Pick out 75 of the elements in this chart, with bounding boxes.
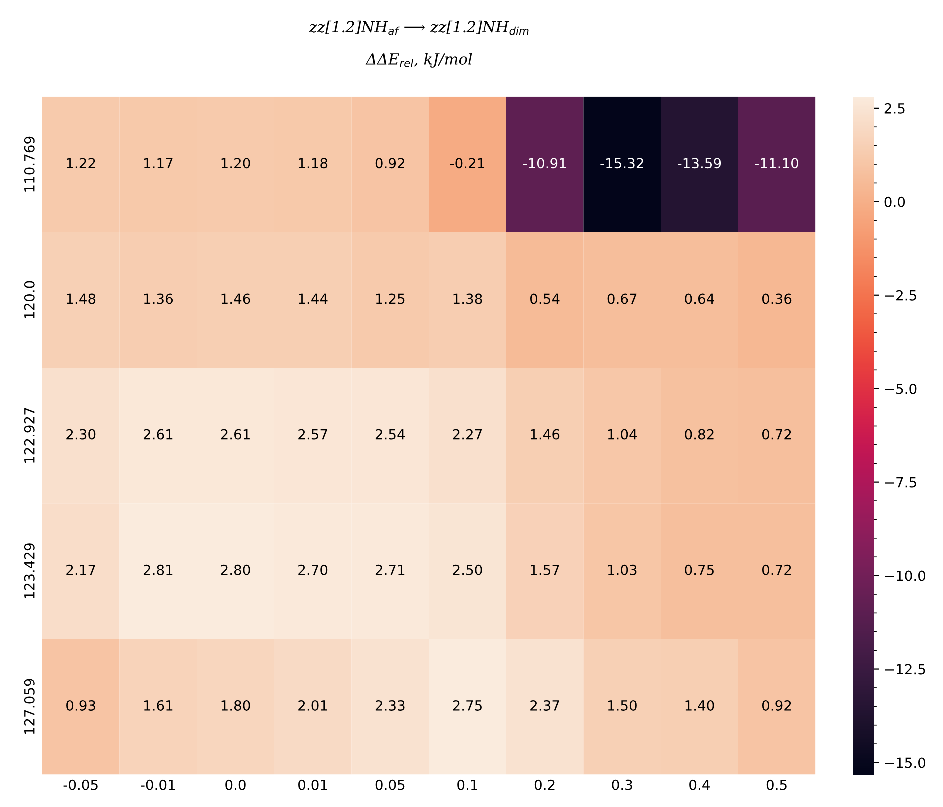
data-label: 1.18 <box>299 158 328 169</box>
chart-subtitle: ΔΔE$_{rel}$, kJ/mol <box>366 53 472 68</box>
data-label: 2.37 <box>530 700 560 711</box>
data-label: 1.36 <box>144 294 174 304</box>
data-label: 0.67 <box>608 294 637 304</box>
data-label: 2.57 <box>298 429 328 440</box>
data-label: 0.36 <box>762 294 792 304</box>
data-label: 1.03 <box>608 564 637 576</box>
y-tick-label: 127.059 <box>24 679 35 734</box>
data-label: 0.92 <box>376 158 404 169</box>
data-label: -10.91 <box>523 158 566 169</box>
data-label: 1.57 <box>531 565 560 576</box>
data-label: 0.72 <box>762 429 792 440</box>
data-label: 1.38 <box>454 294 482 304</box>
x-tick-label: 0.4 <box>690 780 710 790</box>
chart-title: zz[1.2]NH$_{af}$ ⟶ zz[1.2]NH$_{dim}$ <box>309 20 529 36</box>
data-label: 0.92 <box>762 700 792 711</box>
data-label: 0.75 <box>685 564 714 576</box>
color-bar-label: −5.0 <box>885 384 917 394</box>
data-label: 1.04 <box>608 429 638 440</box>
data-label: 1.20 <box>222 158 250 169</box>
y-tick-label: 122.927 <box>24 408 35 463</box>
data-label: 1.46 <box>222 294 250 304</box>
data-label: 0.72 <box>762 564 792 576</box>
color-bar-label: 2.5 <box>884 103 905 114</box>
data-label: -15.32 <box>600 158 644 169</box>
data-label: -0.21 <box>450 158 484 169</box>
x-tick-label: -0.05 <box>64 780 98 790</box>
x-tick-label: 0.01 <box>298 780 328 790</box>
y-tick-label: 110.769 <box>24 136 35 192</box>
x-tick-label: 0.1 <box>458 780 478 790</box>
data-label: 2.17 <box>66 564 96 576</box>
x-tick-label: 0.2 <box>534 780 555 790</box>
x-tick-label: 0.0 <box>226 780 246 790</box>
color-bar-label: −10.0 <box>885 570 926 582</box>
data-label: -11.10 <box>755 158 798 169</box>
data-label: 1.61 <box>144 700 173 711</box>
data-label: 0.93 <box>66 700 96 711</box>
data-label: 2.71 <box>376 564 405 576</box>
data-label: 0.64 <box>685 294 714 304</box>
data-label: 1.50 <box>608 700 637 711</box>
color-bar-label: −2.5 <box>885 290 916 301</box>
data-label: 2.27 <box>453 429 482 440</box>
data-label: 2.75 <box>453 700 482 711</box>
data-label: 2.54 <box>376 429 406 440</box>
data-label: 0.54 <box>530 294 560 304</box>
color-bar-label: −7.5 <box>885 477 916 488</box>
y-tick-label: 120.0 <box>24 281 35 319</box>
data-label: 2.70 <box>298 564 328 576</box>
data-label: 2.01 <box>298 700 328 711</box>
data-label: 2.80 <box>221 564 250 576</box>
x-tick-label: -0.01 <box>141 780 176 790</box>
color-bar-label: −12.5 <box>885 664 926 675</box>
x-tick-label: 0.05 <box>376 780 405 790</box>
data-label: 1.40 <box>686 700 714 711</box>
data-label: 2.61 <box>144 429 173 440</box>
color-bar-label: −15.0 <box>885 758 926 768</box>
color-bar-label: 0.0 <box>884 196 906 208</box>
data-label: 1.48 <box>67 294 96 304</box>
data-label: 1.44 <box>299 294 328 304</box>
data-label: 2.61 <box>221 429 250 440</box>
data-label: 1.80 <box>222 700 250 711</box>
data-label: 1.25 <box>376 294 405 304</box>
data-label: 2.30 <box>66 429 96 440</box>
data-label: 1.17 <box>144 158 173 168</box>
data-label: 2.81 <box>144 564 173 576</box>
x-tick-label: 0.3 <box>612 780 632 790</box>
data-label: 1.22 <box>67 158 96 168</box>
x-tick-label: 0.5 <box>766 780 787 790</box>
data-label: 2.50 <box>453 564 482 576</box>
data-label: 1.46 <box>531 429 560 440</box>
data-label: 0.82 <box>685 429 714 440</box>
data-label: 2.33 <box>376 700 405 711</box>
y-tick-label: 123.429 <box>24 544 35 599</box>
data-label: -13.59 <box>678 158 722 169</box>
